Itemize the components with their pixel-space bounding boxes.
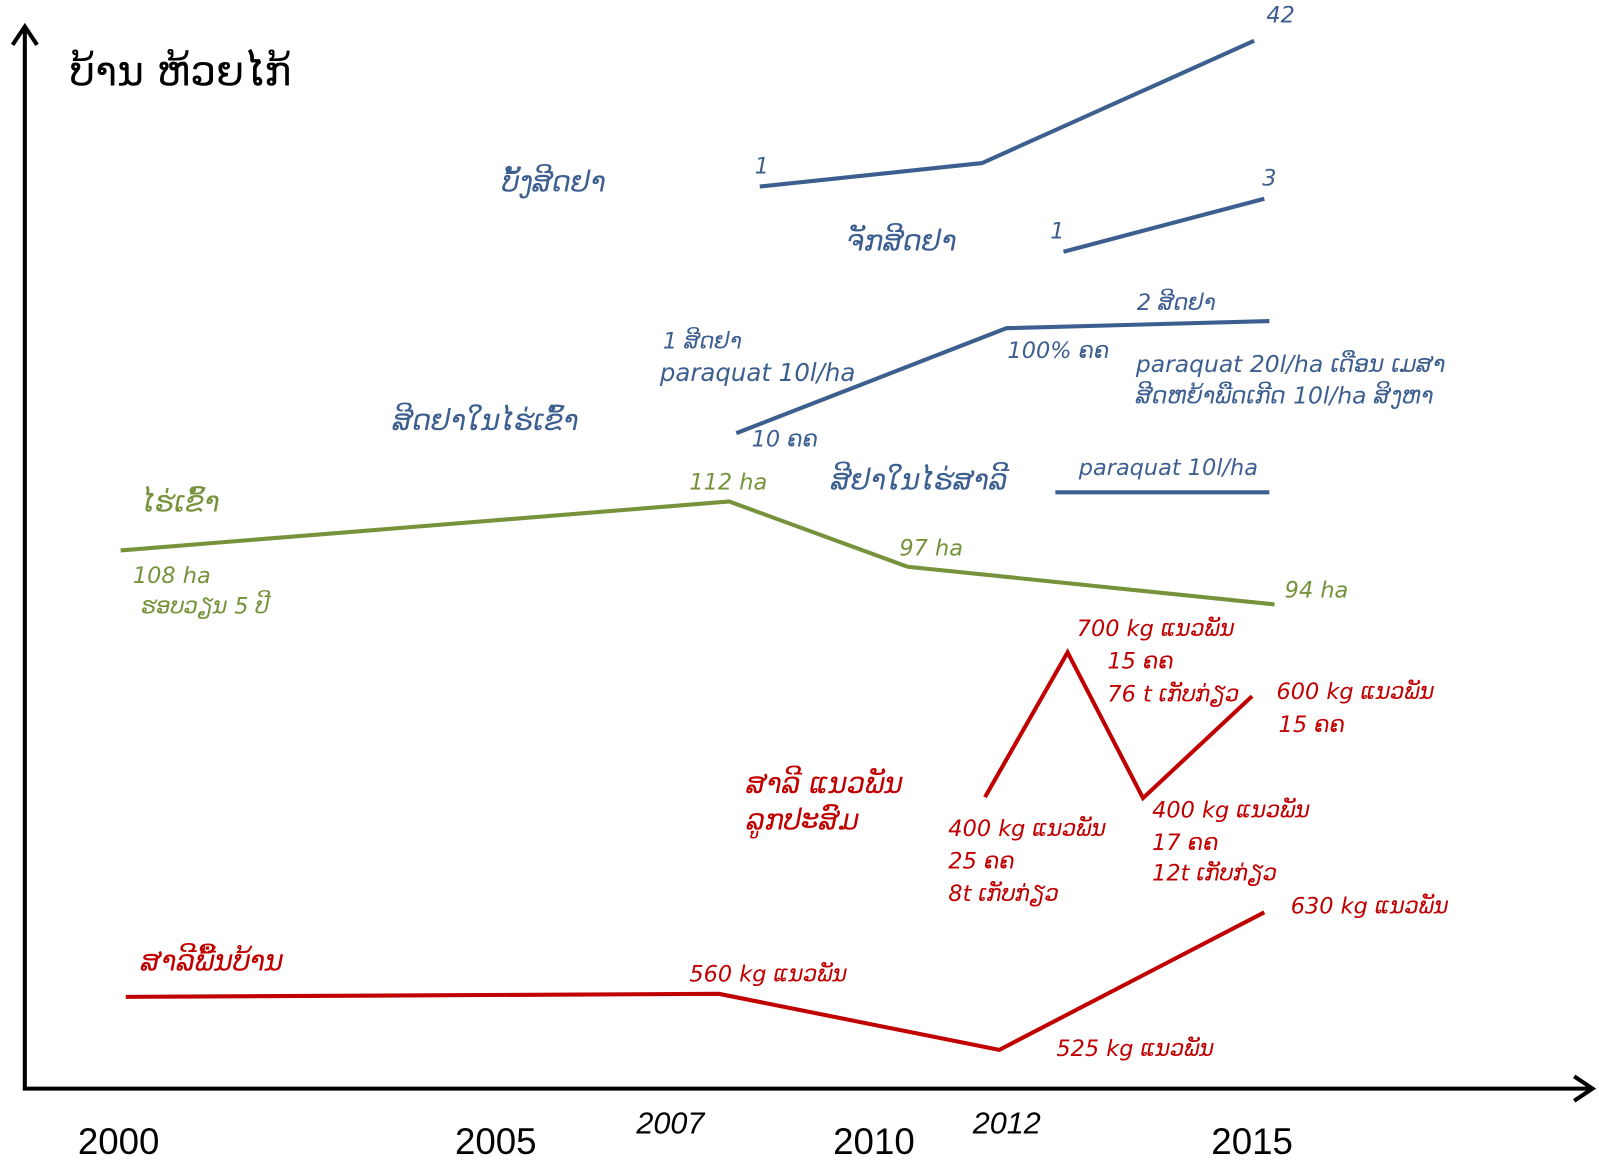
note: paraquat 10l/ha — [1078, 455, 1258, 481]
note: 94 ha — [1285, 577, 1349, 603]
note: 25 ຄຄ — [948, 848, 1014, 874]
note: 700 kg ແນວພັນ — [1077, 615, 1235, 642]
note: paraquat 10l/ha — [659, 358, 856, 387]
lines — [120, 38, 1275, 1053]
note: 17 ຄຄ — [1152, 830, 1218, 856]
title: ບ້ານ ຫ້ວຍໄກ້ — [70, 48, 292, 96]
line — [125, 910, 1266, 1053]
note: 3 — [1262, 166, 1276, 192]
note: 600 kg ແນວພັນ — [1277, 679, 1435, 706]
axes — [10, 22, 1597, 1103]
year: 2012 — [972, 1106, 1041, 1140]
note: paraquat 20l/ha ເດືອນ ເມສາ — [1135, 350, 1446, 378]
note: 8t ເກັບກ່ຽວ — [948, 880, 1059, 907]
x-arrow — [1573, 1074, 1597, 1103]
note: 15 ຄຄ — [1107, 649, 1173, 675]
line — [120, 499, 1275, 607]
line — [735, 319, 1270, 436]
note: ຮອບວຽນ 5 ປີ — [141, 589, 272, 620]
year: 2015 — [1211, 1121, 1293, 1162]
note: 100% ຄຄ — [1007, 338, 1109, 364]
label: ຈັກສີດຢາ — [846, 224, 957, 258]
line — [983, 648, 1254, 802]
note: 560 kg ແນວພັນ — [689, 961, 847, 988]
note: 76 t ເກັບກ່ຽວ — [1107, 680, 1239, 707]
note: ສີດຫຍ້າພືດເກີດ 10l/ha ສິງຫາ — [1135, 381, 1434, 410]
note: 42 — [1266, 2, 1295, 28]
year: 2010 — [833, 1121, 915, 1162]
note: 630 kg ແນວພັນ — [1291, 893, 1449, 920]
note: 1 — [1050, 219, 1064, 245]
label: ໄຮ່ເຂົ້າ — [141, 486, 220, 519]
note: 525 kg ແນວພັນ — [1056, 1035, 1214, 1062]
label: ສາລີ ແນວພັນ — [745, 767, 903, 800]
year: 2007 — [635, 1106, 705, 1140]
note: 1 ສີດຢາ — [663, 326, 742, 355]
note: 400 kg ແນວພັນ — [948, 815, 1106, 842]
label: ບັ້ງສີດຢາ — [501, 165, 607, 199]
note: 2 ສີດຢາ — [1137, 287, 1216, 316]
note: 112 ha — [689, 469, 767, 495]
note: 15 ຄຄ — [1279, 712, 1345, 738]
note: 10 ຄຄ — [752, 426, 818, 452]
year: 2005 — [455, 1121, 537, 1162]
note: 97 ha — [899, 536, 963, 562]
line — [1062, 196, 1265, 254]
year: 2000 — [78, 1121, 160, 1162]
y-arrow — [10, 22, 39, 46]
label: ສາລີພື້ນບ້ານ — [140, 944, 283, 977]
note: 12t ເກັບກ່ຽວ — [1152, 860, 1277, 887]
label: ລູກປະສົມ — [745, 804, 859, 839]
note: 108 ha — [133, 563, 211, 589]
note: 400 kg ແນວພັນ — [1152, 797, 1310, 824]
label: ສີດຢາໃນໄຮ່ເຂົ້າ — [392, 403, 580, 437]
label: ສີຢາໃນໄຮ່ສາລີ — [830, 463, 1010, 497]
note: 1 — [755, 153, 769, 179]
line — [759, 38, 1255, 189]
